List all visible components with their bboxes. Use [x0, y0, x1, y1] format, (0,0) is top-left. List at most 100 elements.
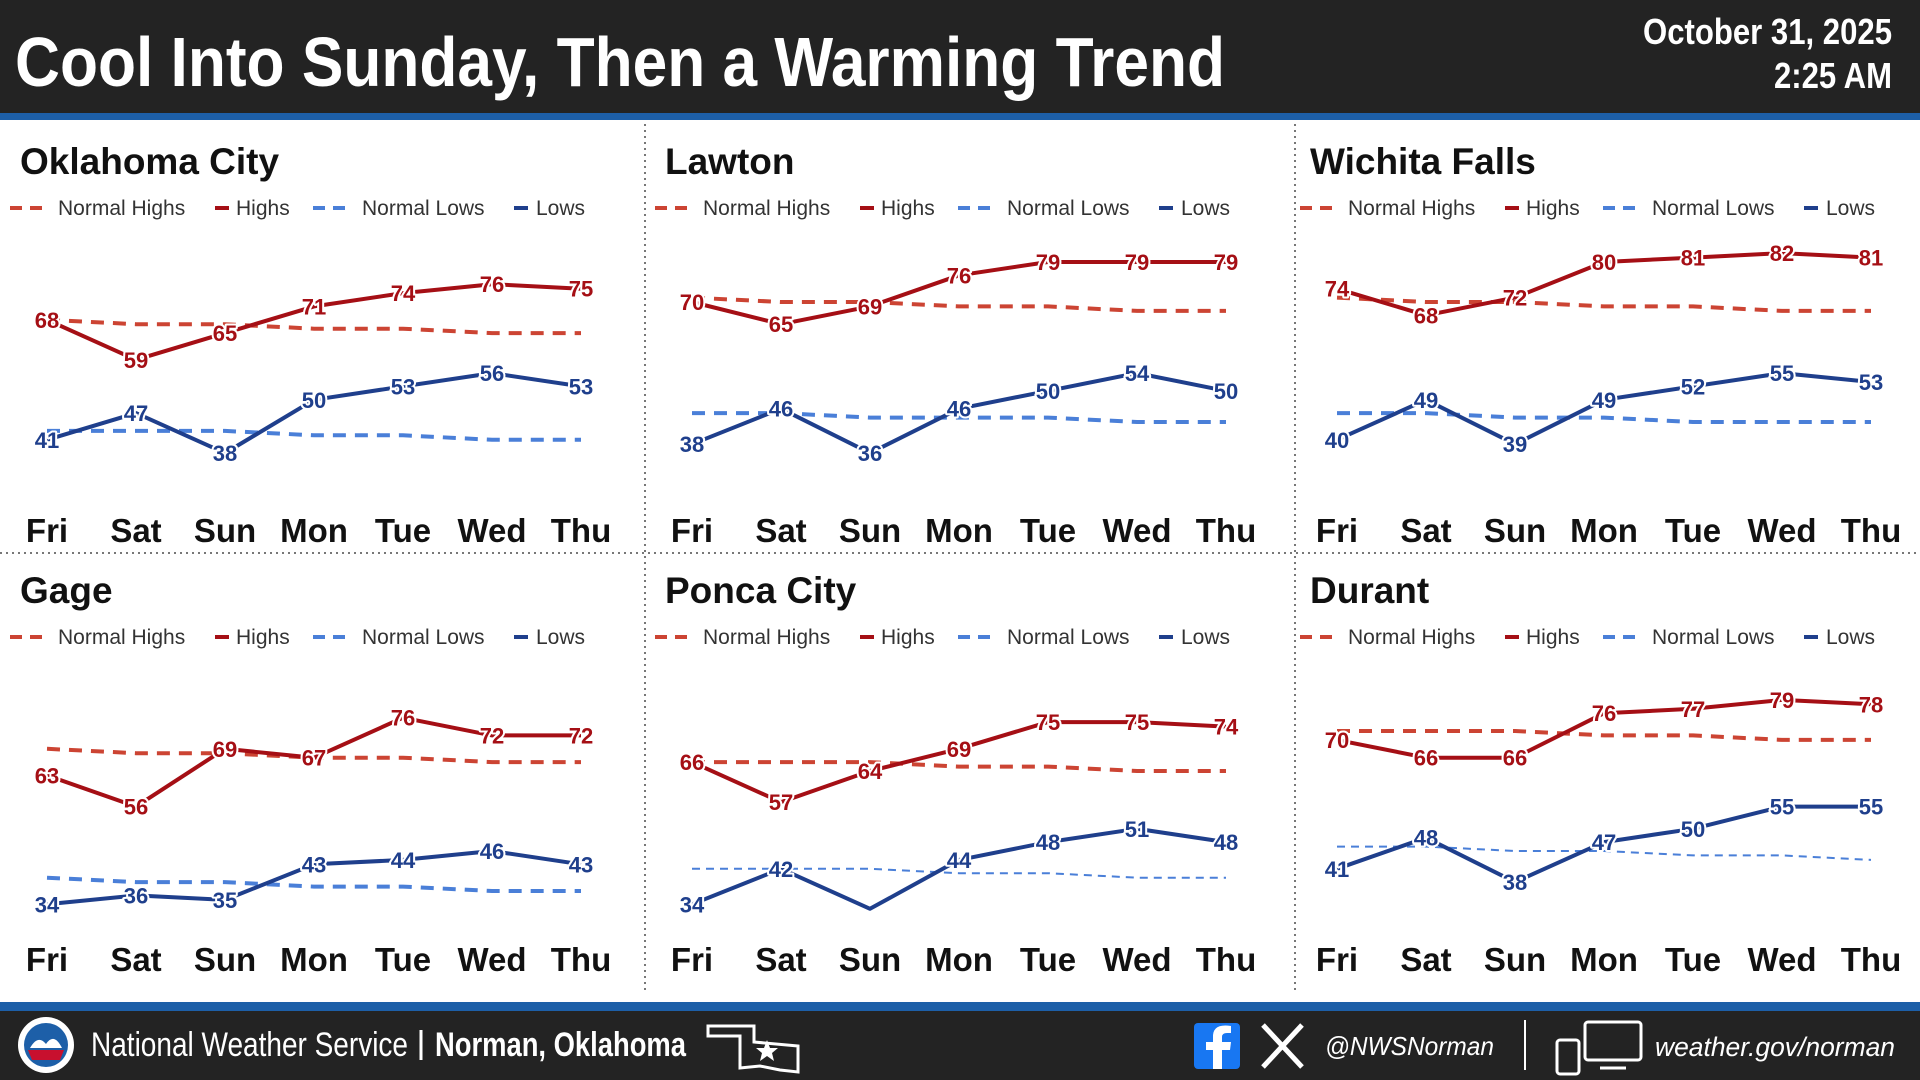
data-label: 53 [1859, 370, 1883, 395]
data-label: 40 [1325, 428, 1349, 453]
data-label: 74 [1214, 715, 1239, 740]
data-label: 50 [1036, 379, 1060, 404]
data-label: 48 [1036, 830, 1060, 855]
data-label: 38 [680, 432, 704, 457]
data-label: 74 [391, 281, 416, 306]
x-tick-label: Thu [1841, 512, 1901, 549]
data-label: 44 [947, 848, 972, 873]
legend-label: Normal Lows [362, 626, 485, 649]
x-tick-label: Wed [457, 941, 526, 978]
data-label: 43 [569, 852, 593, 877]
x-tick-label: Tue [1020, 941, 1076, 978]
data-label: 79 [1125, 250, 1149, 275]
x-tick-label: Thu [1841, 941, 1901, 978]
chart-panel: Durant Fri Sat Sun Mon Tue Wed Thu Normal Highs H… [1300, 570, 1901, 978]
normal-line [46, 875, 581, 893]
data-label: 76 [947, 263, 971, 288]
x-icon[interactable] [1261, 1023, 1304, 1069]
legend-label: Highs [1526, 626, 1580, 649]
x-tick-label: Sun [1484, 512, 1546, 549]
facebook-glyph [1206, 1025, 1231, 1069]
data-label: 76 [1592, 701, 1616, 726]
x-tick-label: Mon [280, 941, 348, 978]
data-label: 66 [1414, 746, 1438, 771]
data-line [691, 371, 1227, 456]
x-tick-label: Thu [551, 941, 611, 978]
data-label: 55 [1770, 361, 1794, 386]
data-label: 82 [1770, 241, 1794, 266]
data-label: 43 [302, 852, 326, 877]
x-tick-label: Tue [375, 941, 431, 978]
data-label: 67 [302, 746, 326, 771]
data-label: 36 [124, 883, 148, 908]
chart-panel: Ponca City Fri Sat Sun Mon Tue Wed Thu Normal Hi… [655, 570, 1256, 978]
data-label: 54 [1125, 361, 1150, 386]
data-label: 44 [391, 848, 416, 873]
x-tick-label: Fri [1316, 941, 1358, 978]
data-label: 66 [1503, 746, 1527, 771]
data-label: 53 [569, 374, 593, 399]
data-label: 79 [1036, 250, 1060, 275]
data-label: 35 [213, 888, 237, 913]
legend-label: Normal Highs [1348, 626, 1475, 649]
x-tick-label: Wed [1102, 512, 1171, 549]
legend-label: Lows [1826, 626, 1875, 649]
x-tick-label: Sat [110, 941, 161, 978]
office-name: National Weather Service [91, 1026, 408, 1064]
data-label: 69 [213, 737, 237, 762]
x-tick-label: Wed [1747, 512, 1816, 549]
data-label: 71 [302, 294, 326, 319]
data-label: 52 [1681, 374, 1705, 399]
normal-line [692, 411, 1226, 424]
data-line [46, 849, 582, 907]
data-label: 63 [35, 763, 59, 788]
data-label: 81 [1859, 246, 1883, 271]
legend-label: Normal Lows [362, 197, 485, 220]
legend-label: Highs [236, 197, 290, 220]
x-tick-label: Thu [551, 512, 611, 549]
data-label: 46 [769, 397, 793, 422]
legend-label: Normal Lows [1652, 626, 1775, 649]
charts: Oklahoma City Fri Sat Sun Mon Tue Wed Thu Normal… [10, 141, 1901, 978]
normal-line [1336, 295, 1871, 313]
data-label: 36 [858, 441, 882, 466]
legend-label: Highs [1526, 197, 1580, 220]
x-tick-label: Sun [839, 941, 901, 978]
data-label: 46 [480, 839, 504, 864]
legend-label: Highs [881, 197, 935, 220]
chart-title: Durant [1310, 570, 1429, 611]
x-tick-label: Thu [1196, 512, 1256, 549]
normal-line [692, 760, 1226, 773]
data-label: 51 [1125, 817, 1149, 842]
data-label: 68 [1414, 303, 1438, 328]
page-title: Cool Into Sunday, Then a Warming Trend [15, 23, 1225, 101]
data-line [46, 282, 582, 362]
chart-title: Gage [20, 570, 113, 611]
header-bar [0, 0, 1920, 113]
normal-line [1337, 729, 1871, 742]
legend-label: Lows [536, 197, 585, 220]
legend-label: Normal Highs [58, 626, 185, 649]
data-label: 42 [769, 857, 793, 882]
x-tick-label: Wed [1747, 941, 1816, 978]
data-label: 81 [1681, 246, 1705, 271]
x-tick-label: Wed [1102, 941, 1171, 978]
legend-label: Normal Lows [1007, 197, 1130, 220]
data-label: 75 [1125, 710, 1149, 735]
data-label: 48 [1214, 830, 1238, 855]
data-label: 64 [858, 759, 883, 784]
chart-panel: Oklahoma City Fri Sat Sun Mon Tue Wed Thu Normal… [10, 141, 611, 549]
data-label: 49 [1414, 388, 1438, 413]
data-label: 76 [480, 272, 504, 297]
data-label: 59 [124, 348, 148, 373]
legend-label: Highs [881, 626, 935, 649]
data-label: 72 [569, 723, 593, 748]
data-line [1336, 251, 1872, 318]
x-tick-label: Fri [671, 941, 713, 978]
chart-panel: Lawton Fri Sat Sun Mon Tue Wed Thu Normal Highs H… [655, 141, 1256, 549]
data-label: 72 [480, 723, 504, 748]
data-label: 39 [1503, 432, 1527, 457]
x-tick-label: Tue [1665, 941, 1721, 978]
